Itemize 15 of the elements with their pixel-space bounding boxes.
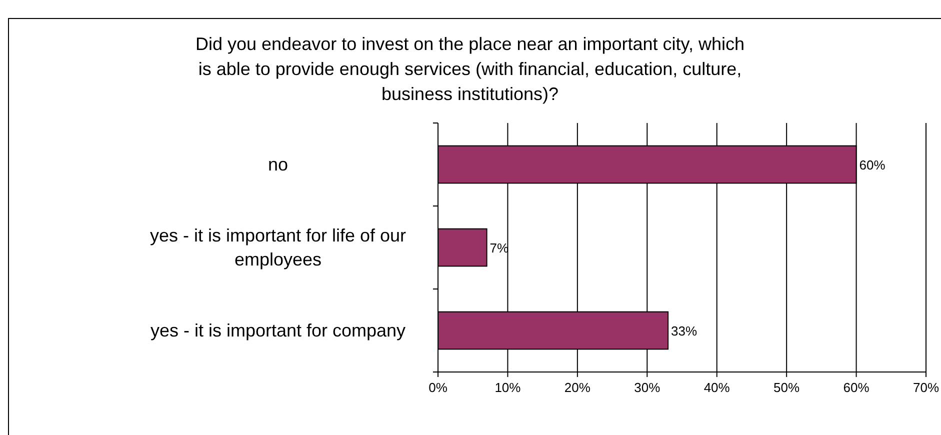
x-tick-label: 10% — [494, 380, 522, 395]
x-tick-label: 70% — [912, 380, 940, 395]
y-tick-label: yes - it is important for company — [150, 320, 406, 340]
y-tick-label: no — [268, 154, 288, 174]
data-label: 33% — [671, 324, 698, 338]
y-tick-label: yes - it is important for life of our employees — [150, 226, 406, 270]
x-tick-label: 60% — [843, 380, 870, 395]
x-tick-label: 50% — [774, 380, 800, 395]
data-label: 60% — [859, 158, 886, 172]
chart-title: Did you endeavor to invest on the place near an important city, which is able to provide enough services (with financial, education, culture, business institutions)? — [196, 34, 744, 104]
x-tick-label: 20% — [564, 380, 591, 395]
x-tick-label: 30% — [634, 380, 661, 395]
x-tick-label: 0% — [428, 380, 448, 395]
x-tick-label: 40% — [704, 380, 730, 395]
bar — [438, 228, 488, 267]
